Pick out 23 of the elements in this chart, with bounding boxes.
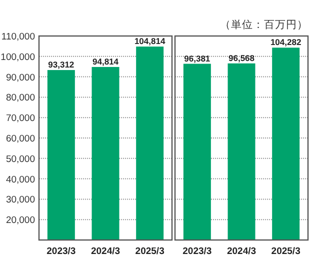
x-tick-label: 2023/3	[46, 246, 76, 257]
y-tick-label: 100,000	[0, 52, 35, 63]
data-label: 104,814	[134, 36, 166, 46]
y-tick-label: 110,000	[1, 32, 35, 42]
data-label: 96,381	[184, 53, 210, 64]
x-tick-label: 2023/3	[182, 246, 212, 257]
x-tick-label: 2024/3	[90, 246, 120, 257]
data-label: 93,312	[48, 60, 74, 70]
data-label: 94,814	[92, 56, 119, 66]
data-label: 104,282	[270, 37, 302, 48]
data-label: 96,568	[228, 52, 255, 63]
x-tick-label: 2025/3	[135, 246, 164, 257]
x-tick-label: 2024/3	[226, 246, 256, 257]
y-tick-label: 70,000	[6, 113, 35, 124]
y-tick-label: 60,000	[6, 134, 35, 144]
y-tick-label: 80,000	[6, 92, 35, 104]
y-tick-label: 40,000	[6, 174, 35, 186]
x-tick-label: 2025/3	[271, 246, 300, 257]
text: （単位：百万円）	[220, 19, 308, 31]
y-tick-label: 20,000	[6, 215, 35, 226]
y-tick-label: 30,000	[6, 194, 35, 206]
y-tick-label: 90,000	[6, 72, 35, 84]
y-tick-label: 50,000	[6, 154, 35, 165]
